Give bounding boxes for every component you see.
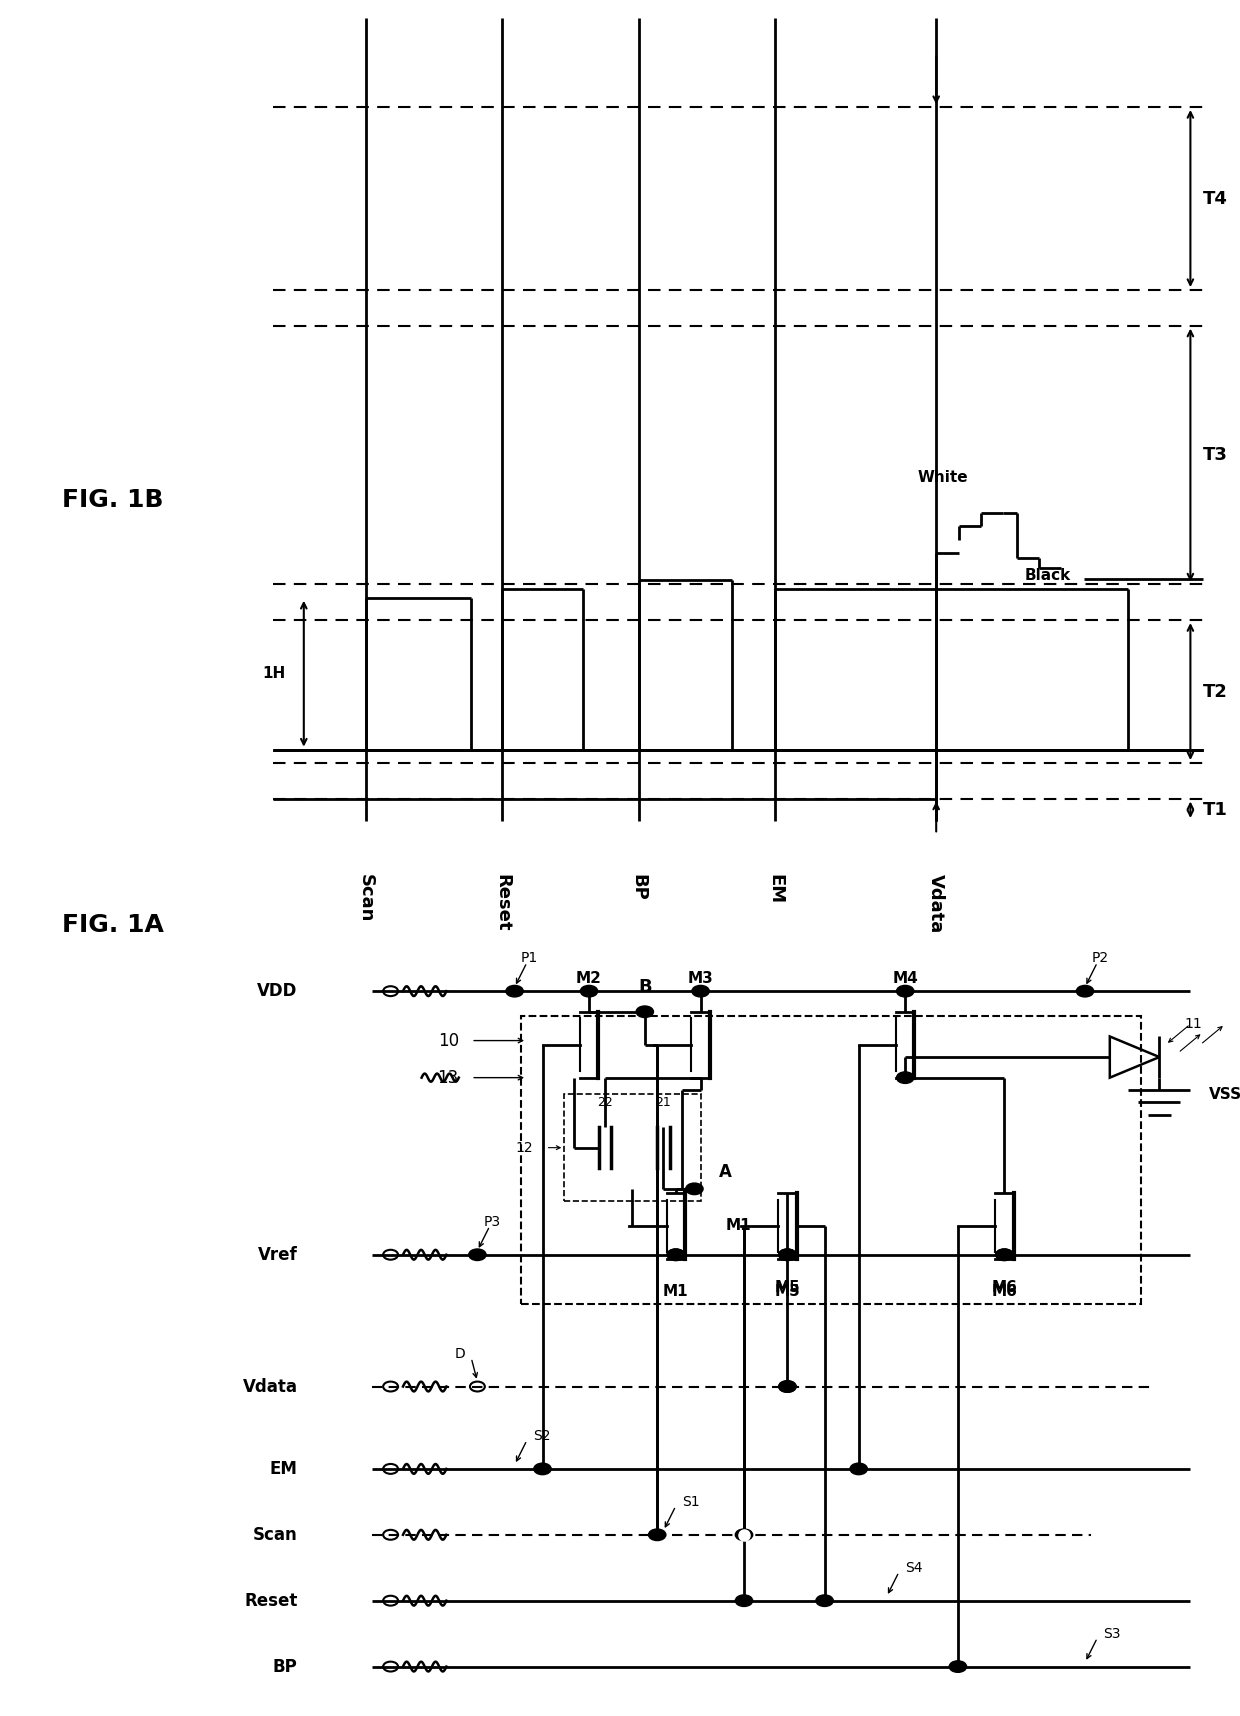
Text: VSS: VSS [1209,1086,1240,1102]
Text: VDD: VDD [257,982,298,1000]
Circle shape [950,1661,967,1673]
Circle shape [667,1249,684,1261]
Text: EM: EM [270,1460,298,1477]
Text: M2: M2 [577,971,601,987]
Text: M1: M1 [663,1284,688,1299]
Text: Scan: Scan [357,875,374,923]
Circle shape [506,985,523,997]
Circle shape [667,1249,684,1261]
Text: M6: M6 [992,1280,1017,1296]
Bar [521,1016,1141,1304]
Text: Black: Black [1024,568,1071,583]
Text: T2: T2 [1203,683,1228,700]
Circle shape [897,1072,914,1083]
Text: S2: S2 [533,1429,551,1443]
Circle shape [996,1249,1013,1261]
Text: 11: 11 [1184,1018,1202,1031]
Circle shape [996,1249,1013,1261]
Text: A: A [719,1163,732,1181]
Text: T1: T1 [1203,801,1228,819]
Text: 22: 22 [598,1097,613,1109]
Text: T4: T4 [1203,189,1228,208]
Text: P2: P2 [1091,951,1109,964]
Text: FIG. 1B: FIG. 1B [62,487,164,511]
Text: White: White [918,470,967,486]
Text: S3: S3 [1104,1627,1121,1640]
Circle shape [735,1594,753,1606]
Text: 10: 10 [438,1031,459,1050]
Text: Reset: Reset [494,875,511,932]
Text: Reset: Reset [244,1592,298,1610]
Circle shape [636,1006,653,1018]
Text: M6: M6 [992,1284,1017,1299]
Text: S4: S4 [905,1562,923,1575]
Text: M3: M3 [688,971,713,987]
Circle shape [1076,985,1094,997]
Text: P3: P3 [484,1215,501,1229]
Text: Scan: Scan [253,1526,298,1544]
Circle shape [816,1594,833,1606]
Circle shape [649,1529,666,1541]
Text: S1: S1 [682,1495,699,1508]
Text: Vdata: Vdata [243,1378,298,1395]
Text: EM: EM [766,875,784,904]
Circle shape [469,1249,486,1261]
Text: M4: M4 [893,971,918,987]
Circle shape [735,1529,753,1541]
Circle shape [779,1381,796,1392]
Text: D: D [454,1347,465,1361]
Text: M5: M5 [775,1280,800,1296]
Circle shape [534,1464,551,1474]
Circle shape [897,985,914,997]
Bar [564,1095,701,1201]
Text: M1: M1 [725,1218,751,1234]
Text: 13: 13 [438,1069,459,1086]
Circle shape [851,1464,868,1474]
Circle shape [686,1182,703,1194]
Circle shape [779,1249,796,1261]
Text: FIG. 1A: FIG. 1A [62,913,164,937]
Text: P1: P1 [521,951,538,964]
Text: Vdata: Vdata [928,875,945,934]
Text: 1H: 1H [262,666,285,681]
Circle shape [580,985,598,997]
Text: BP: BP [273,1658,298,1675]
Circle shape [779,1381,796,1392]
Text: B: B [639,978,651,995]
Text: M5: M5 [775,1284,800,1299]
Text: 21: 21 [656,1097,671,1109]
Text: 12: 12 [516,1141,533,1155]
Text: BP: BP [630,875,647,901]
Text: Vref: Vref [258,1246,298,1263]
Text: T3: T3 [1203,446,1228,463]
Circle shape [692,985,709,997]
Circle shape [779,1249,796,1261]
